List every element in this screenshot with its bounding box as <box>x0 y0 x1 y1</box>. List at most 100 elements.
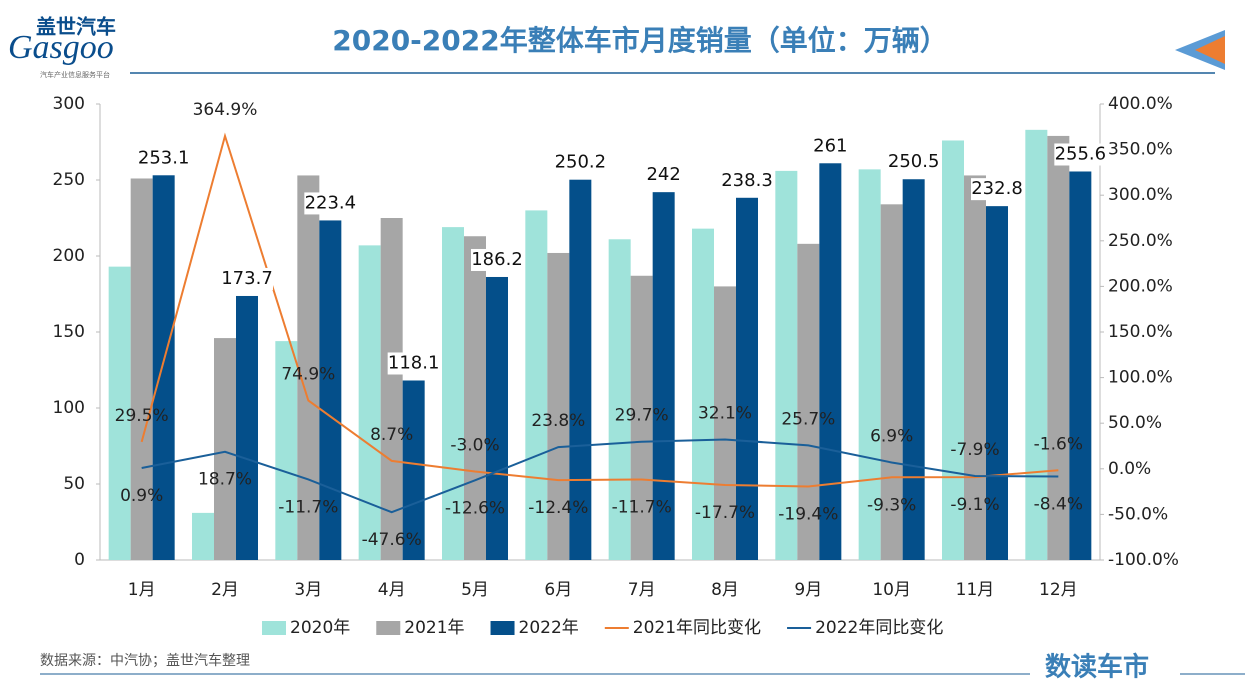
line-value-label: -19.4% <box>778 504 838 524</box>
bar-value-label: 250.5 <box>888 151 940 172</box>
bar-value-label: 253.1 <box>138 147 190 168</box>
x-tick-label: 10月 <box>872 580 911 600</box>
bar <box>986 206 1008 561</box>
legend-label: 2020年 <box>290 618 350 638</box>
bar-value-label: 242 <box>646 164 680 185</box>
y2-tick-label: 350.0% <box>1108 140 1173 160</box>
bar <box>1047 135 1070 561</box>
legend-swatch <box>376 621 401 635</box>
line-value-label: 6.9% <box>870 427 913 447</box>
bar <box>547 252 570 560</box>
x-tick-label: 1月 <box>128 580 156 600</box>
bar <box>692 228 714 560</box>
x-tick-label: 2月 <box>211 580 239 600</box>
label-box <box>221 267 273 290</box>
logo-sub: 汽车产业信息服务平台 <box>40 70 110 79</box>
line-series <box>140 132 1059 488</box>
line-value-label: -17.7% <box>695 503 755 523</box>
bar-value-label: 250.2 <box>555 152 607 173</box>
line-value-label: 18.7% <box>198 470 252 490</box>
bar <box>236 295 258 560</box>
bar <box>569 179 592 561</box>
line-value-label: -9.1% <box>950 495 999 515</box>
x-tick-label: 5月 <box>461 580 489 600</box>
bar-value-label: 238.3 <box>721 170 773 191</box>
x-tick-label: 3月 <box>294 580 322 600</box>
line-value-label: -3.0% <box>450 436 499 456</box>
y-tick-label: 150 <box>53 322 85 342</box>
y2-tick-label: 300.0% <box>1108 185 1173 205</box>
source-note: 数据来源：中汽协；盖世汽车整理 <box>40 652 250 669</box>
y2-tick-label: 50.0% <box>1108 413 1162 433</box>
x-tick-label: 12月 <box>1039 580 1078 600</box>
bar <box>775 170 798 560</box>
y2-tick-label: 100.0% <box>1108 368 1173 388</box>
label-box <box>304 192 357 215</box>
header-arrow-accent <box>1195 36 1225 64</box>
bar <box>319 220 342 560</box>
bar <box>1025 129 1048 560</box>
x-tick-label: 8月 <box>711 580 739 600</box>
line-value-label: 74.9% <box>281 364 335 384</box>
x-tick-label: 11月 <box>956 580 995 600</box>
label-box <box>721 169 773 192</box>
label-box <box>471 248 523 271</box>
label-box <box>137 147 190 170</box>
bar <box>819 163 842 560</box>
label-box <box>554 151 607 174</box>
bar <box>402 380 425 560</box>
bar <box>630 275 653 560</box>
y-tick-label: 0 <box>74 550 85 570</box>
bar-value-label: 255.6 <box>1055 143 1107 164</box>
bar-value-label: 118.1 <box>388 352 440 373</box>
line-value-label: 29.7% <box>615 406 669 426</box>
y2-tick-label: 150.0% <box>1108 322 1173 342</box>
x-tick-label: 7月 <box>628 580 656 600</box>
x-tick-label: 9月 <box>794 580 822 600</box>
x-tick-label: 4月 <box>378 580 406 600</box>
line-value-label: -47.6% <box>362 530 422 550</box>
bar <box>797 243 820 560</box>
bar <box>652 192 675 560</box>
y2-tick-label: -50.0% <box>1108 504 1168 524</box>
line-value-label: 29.5% <box>115 406 169 426</box>
label-box <box>1054 143 1107 166</box>
bar <box>380 218 403 560</box>
bar-value-label: 186.2 <box>471 249 523 270</box>
line-value-label: 364.9% <box>193 100 258 120</box>
plot: 0 50 100 150 200 250 300 -100.0% -50.0% 0.0% 50.0%… <box>53 94 1179 638</box>
bar <box>880 204 903 560</box>
line-value-label: -7.9% <box>950 440 999 460</box>
legend-label: 2022年 <box>519 618 579 638</box>
y-tick-label: 50 <box>63 474 85 494</box>
line-value-label: 32.1% <box>698 404 752 424</box>
legend-label: 2021年同比变化 <box>633 618 761 638</box>
y2-tick-label: 400.0% <box>1108 94 1173 114</box>
bar <box>736 197 758 560</box>
bar <box>714 286 736 560</box>
line-series <box>141 438 1059 514</box>
y2-tick-label: 0.0% <box>1108 459 1151 479</box>
legend-label: 2021年 <box>404 618 464 638</box>
bar <box>214 338 236 560</box>
y-tick-label: 250 <box>53 170 85 190</box>
bar <box>964 175 986 560</box>
label-box <box>887 151 940 174</box>
bar <box>358 245 381 561</box>
y-tick-label: 300 <box>53 94 85 114</box>
bar <box>192 512 214 560</box>
bar-value-label: 261 <box>813 135 847 156</box>
line-value-label: -11.7% <box>278 497 338 517</box>
bar-value-label: 223.4 <box>305 192 357 213</box>
line-value-label: -11.7% <box>612 497 672 517</box>
label-box <box>637 164 690 187</box>
y-tick-label: 200 <box>53 246 85 266</box>
y2-tick-label: 200.0% <box>1108 276 1173 296</box>
y2-tick-label: -100.0% <box>1108 550 1179 570</box>
bar <box>942 140 964 561</box>
line-value-label: 8.7% <box>370 425 413 445</box>
y-tick-label: 100 <box>53 398 85 418</box>
bar-value-label: 173.7 <box>221 268 273 289</box>
label-box <box>804 135 857 158</box>
